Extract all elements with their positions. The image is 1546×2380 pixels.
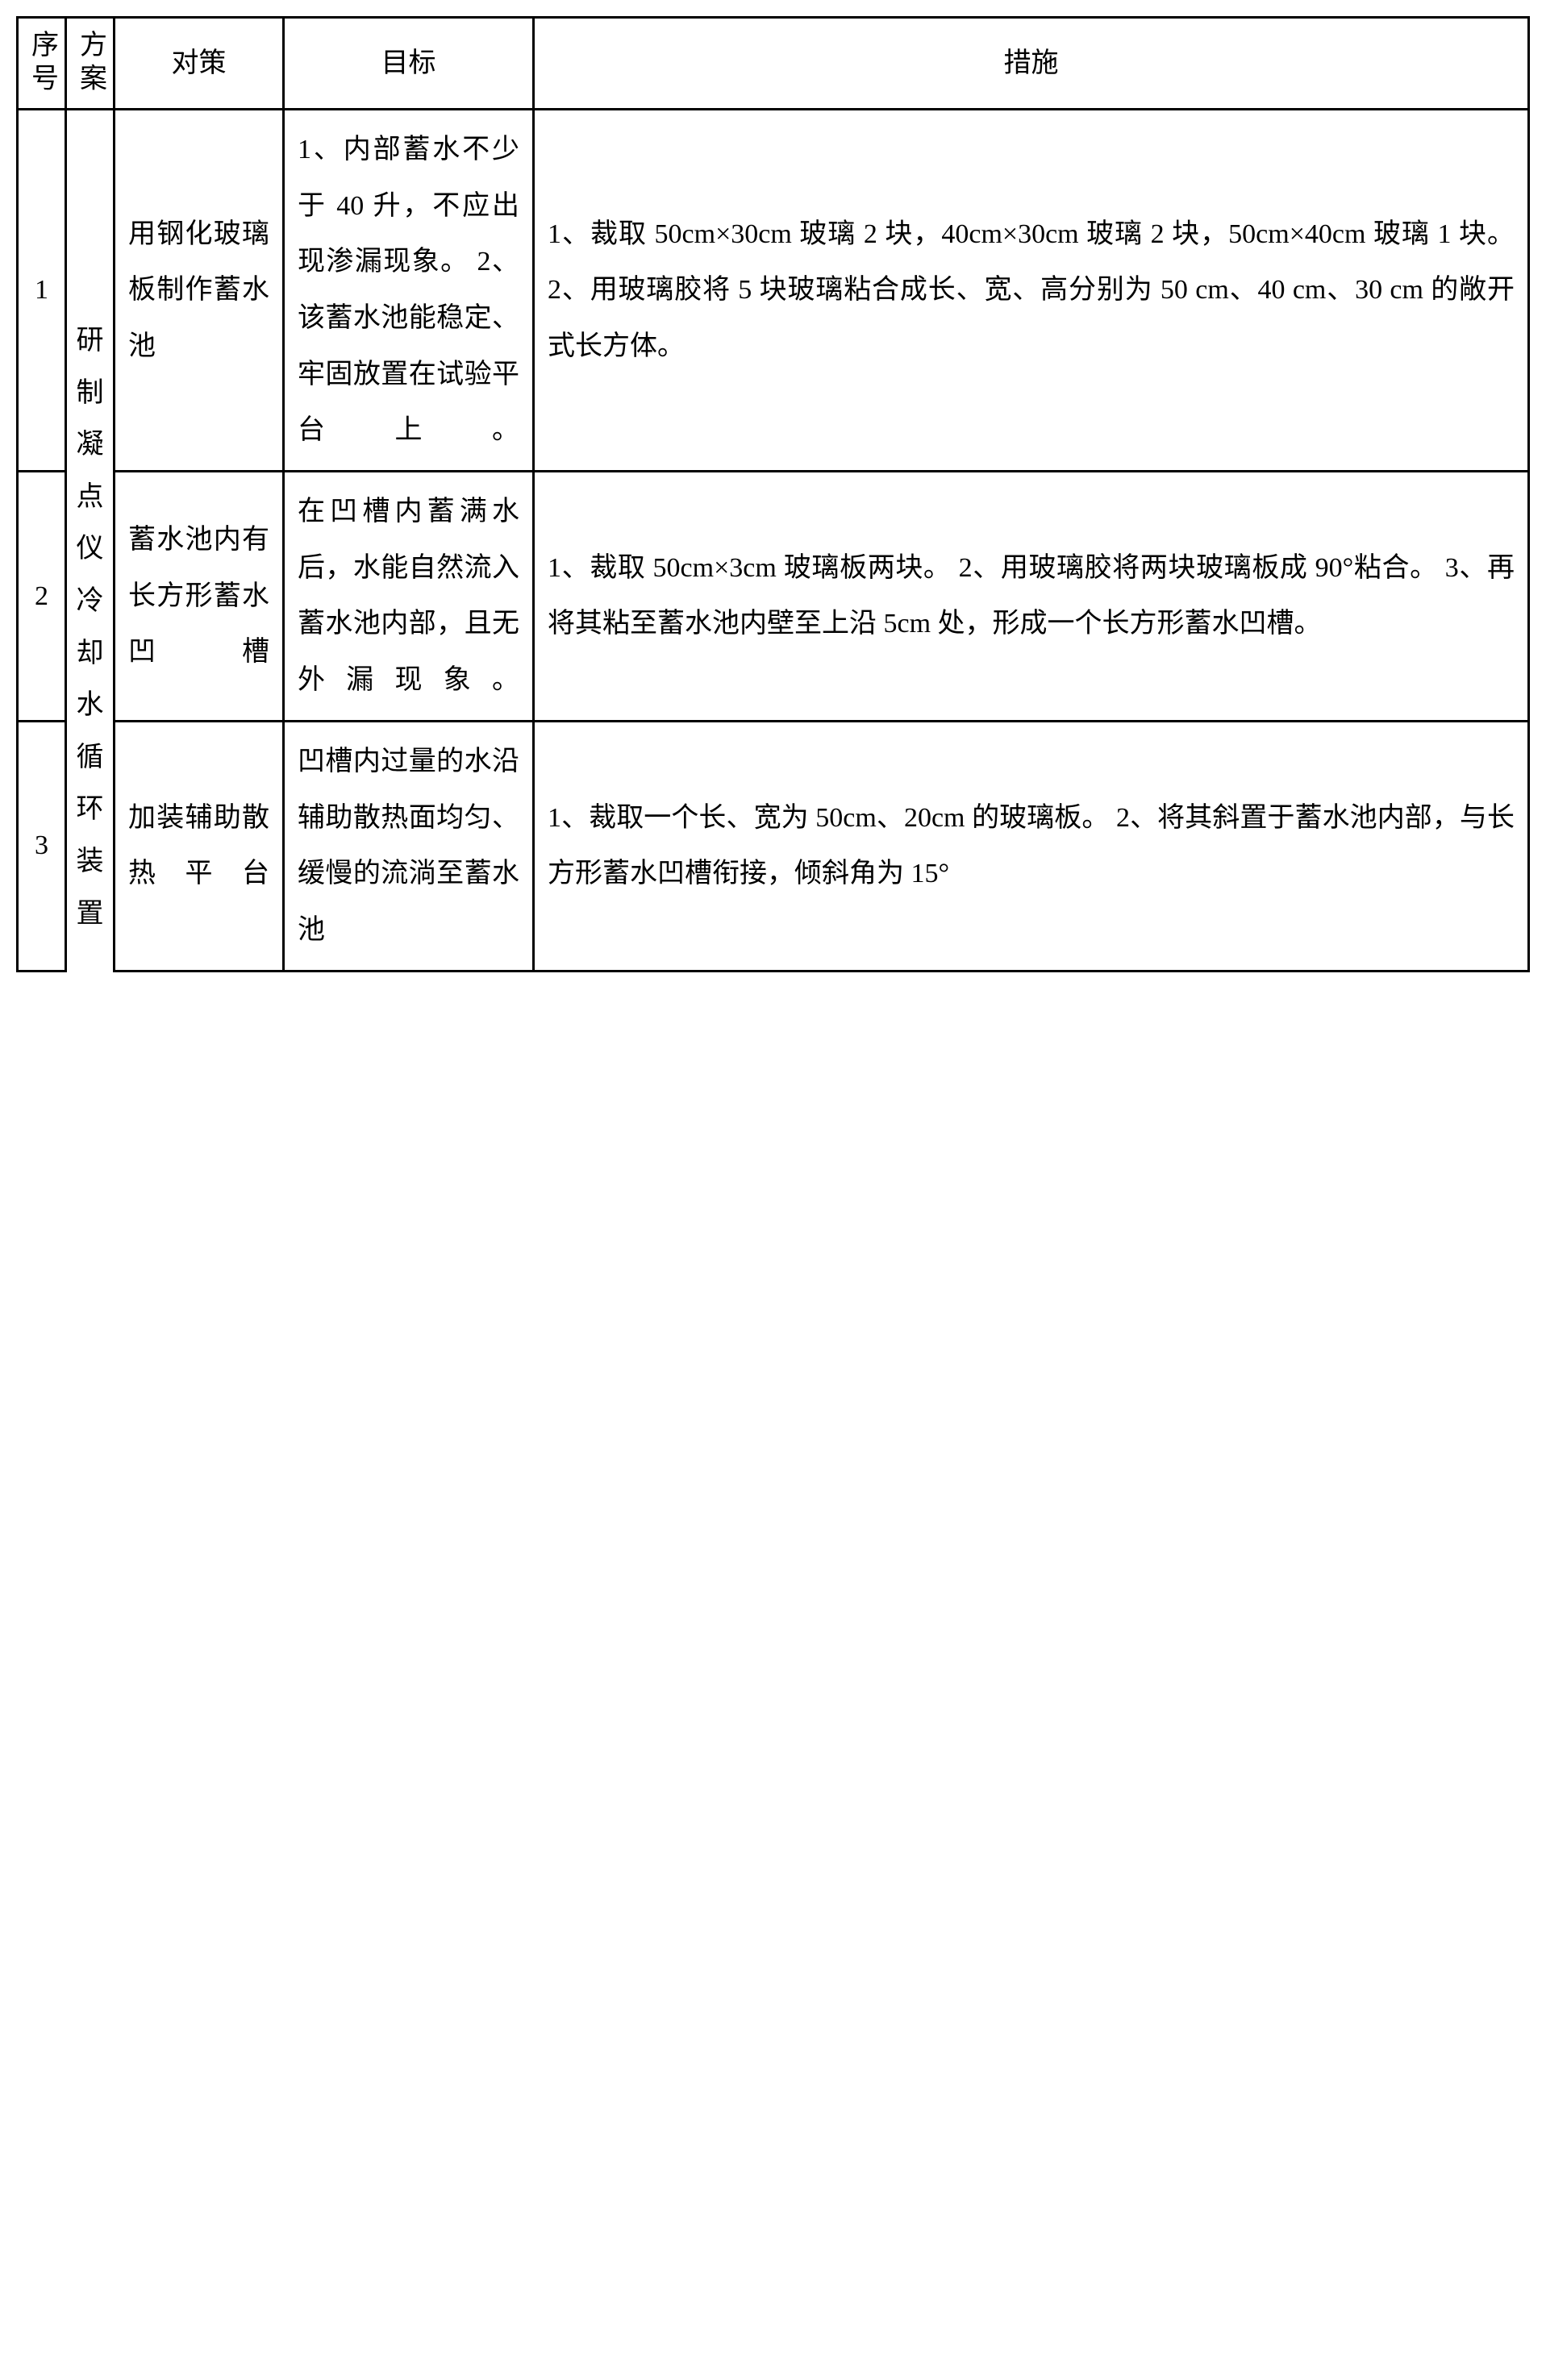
header-seq: 序号 (18, 18, 66, 110)
countermeasure-table: 序号 方案 对策 目标 措施 1 研制凝点仪冷却水循环装置 用钢化玻璃板制作蓄水… (16, 16, 1530, 972)
cell-measure: 1、裁取一个长、宽为 50cm、20cm 的玻璃板。 2、将其斜置于蓄水池内部，… (534, 721, 1529, 971)
header-measure: 措施 (534, 18, 1529, 110)
table-row: 3 加装辅助散热平台 凹槽内过量的水沿辅助散热面均匀、缓慢的流淌至蓄水池 1、裁… (18, 721, 1529, 971)
header-goal: 目标 (284, 18, 534, 110)
cell-goal: 在凹槽内蓄满水后，水能自然流入蓄水池内部，且无外漏现象。 (284, 472, 534, 722)
table-row: 1 研制凝点仪冷却水循环装置 用钢化玻璃板制作蓄水池 1、内部蓄水不少于 40 … (18, 109, 1529, 471)
header-strategy: 对策 (115, 18, 284, 110)
cell-seq: 3 (18, 721, 66, 971)
cell-measure: 1、裁取 50cm×3cm 玻璃板两块。 2、用玻璃胶将两块玻璃板成 90°粘合… (534, 472, 1529, 722)
cell-measure: 1、裁取 50cm×30cm 玻璃 2 块，40cm×30cm 玻璃 2 块，5… (534, 109, 1529, 471)
cell-goal: 凹槽内过量的水沿辅助散热面均匀、缓慢的流淌至蓄水池 (284, 721, 534, 971)
cell-seq: 2 (18, 472, 66, 722)
cell-goal: 1、内部蓄水不少于 40 升，不应出现渗漏现象。 2、该蓄水池能稳定、牢固放置在… (284, 109, 534, 471)
cell-seq: 1 (18, 109, 66, 471)
table-row: 2 蓄水池内有长方形蓄水凹槽 在凹槽内蓄满水后，水能自然流入蓄水池内部，且无外漏… (18, 472, 1529, 722)
cell-strategy: 用钢化玻璃板制作蓄水池 (115, 109, 284, 471)
cell-plan: 研制凝点仪冷却水循环装置 (66, 109, 115, 971)
table-header-row: 序号 方案 对策 目标 措施 (18, 18, 1529, 110)
cell-strategy: 蓄水池内有长方形蓄水凹槽 (115, 472, 284, 722)
cell-strategy: 加装辅助散热平台 (115, 721, 284, 971)
header-plan: 方案 (66, 18, 115, 110)
plan-label: 研制凝点仪冷却水循环装置 (72, 315, 108, 940)
